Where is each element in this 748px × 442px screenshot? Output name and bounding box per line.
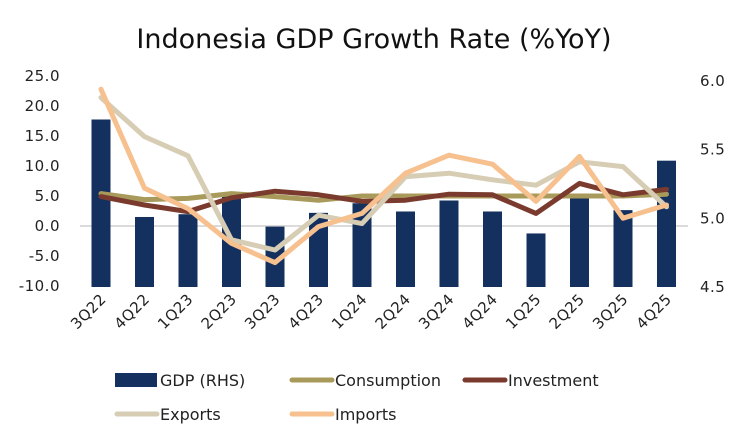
left-tick-label: 0.0 xyxy=(35,217,60,235)
legend: GDP (RHS) Consumption Investment Exports Imp… xyxy=(114,371,599,424)
gdp-bar xyxy=(483,211,502,287)
x-tick-label: 2Q23 xyxy=(198,290,241,333)
x-tick-label: 3Q24 xyxy=(415,290,458,333)
legend-label: Investment xyxy=(508,371,599,390)
x-tick-label: 1Q24 xyxy=(328,290,371,333)
x-tick-label: 4Q25 xyxy=(633,290,676,333)
x-tick-label: 3Q25 xyxy=(589,290,632,333)
left-tick-label: 5.0 xyxy=(35,187,60,205)
left-tick-label: -5.0 xyxy=(29,247,60,265)
left-axis: 25.0 20.0 15.0 10.0 5.0 0.0 -5.0 -10.0 xyxy=(19,67,60,295)
x-axis: 3Q22 4Q22 1Q23 2Q23 3Q23 4Q23 1Q24 2Q24 3Q24 4Q24… xyxy=(67,290,675,333)
left-tick-label: 25.0 xyxy=(25,67,60,85)
gdp-bar xyxy=(526,233,546,287)
x-tick-label: 2Q24 xyxy=(372,290,415,333)
right-tick-label: 6.0 xyxy=(700,72,725,90)
x-tick-label: 1Q25 xyxy=(502,290,545,333)
x-tick-label: 4Q22 xyxy=(111,290,154,333)
component-lines xyxy=(98,86,669,266)
x-tick-label: 3Q22 xyxy=(67,290,110,333)
left-tick-label: -10.0 xyxy=(19,277,60,295)
chart-title: Indonesia GDP Growth Rate (%YoY) xyxy=(136,24,611,55)
gdp-bar xyxy=(657,160,676,287)
gdp-bar xyxy=(135,216,154,287)
gdp-bar xyxy=(265,226,285,287)
x-tick-label: 3Q23 xyxy=(241,290,284,333)
right-tick-label: 4.5 xyxy=(700,278,725,296)
gdp-bar xyxy=(570,197,589,287)
right-axis: 6.0 5.5 5.0 4.5 xyxy=(700,72,725,296)
left-tick-label: 15.0 xyxy=(25,127,60,145)
legend-label: Consumption xyxy=(335,371,441,390)
left-tick-label: 10.0 xyxy=(25,157,60,175)
gdp-bar xyxy=(439,200,459,287)
legend-swatch-gdp xyxy=(115,373,157,387)
legend-label: Imports xyxy=(335,405,396,424)
x-tick-label: 2Q25 xyxy=(546,290,589,333)
right-tick-label: 5.0 xyxy=(700,209,725,227)
gdp-bar xyxy=(396,211,415,287)
x-tick-label: 1Q23 xyxy=(154,290,197,333)
imports-line xyxy=(98,86,669,266)
x-tick-label: 4Q24 xyxy=(459,290,502,333)
legend-label: GDP (RHS) xyxy=(160,371,245,390)
gdp-bar xyxy=(178,214,198,287)
right-tick-label: 5.5 xyxy=(700,141,725,159)
left-tick-label: 20.0 xyxy=(25,97,60,115)
legend-label: Exports xyxy=(160,405,221,424)
gdp-bar xyxy=(91,119,111,287)
x-tick-label: 4Q23 xyxy=(285,290,328,333)
gdp-bar xyxy=(613,210,633,287)
gdp-bars xyxy=(91,119,676,287)
